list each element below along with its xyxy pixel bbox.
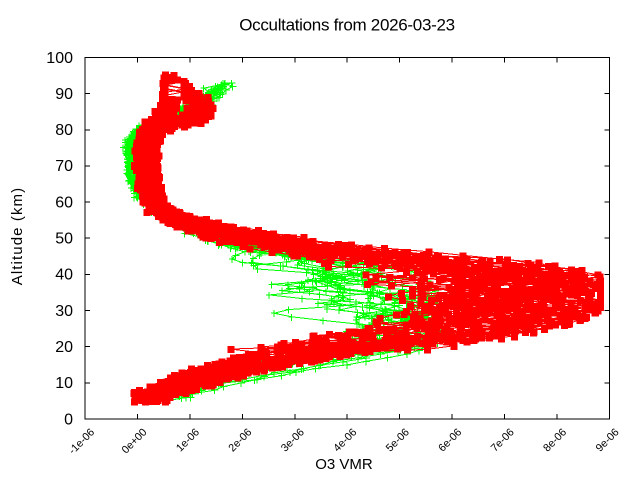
svg-text:10: 10 — [55, 375, 73, 392]
svg-text:40: 40 — [55, 267, 73, 284]
svg-text:100: 100 — [46, 50, 73, 67]
svg-text:20: 20 — [55, 339, 73, 356]
svg-text:70: 70 — [55, 158, 73, 175]
svg-text:50: 50 — [55, 231, 73, 248]
svg-text:O3 VMR: O3 VMR — [315, 456, 373, 473]
svg-text:60: 60 — [55, 194, 73, 211]
svg-text:Occultations from 2026-03-23: Occultations from 2026-03-23 — [239, 16, 455, 35]
svg-text:90: 90 — [55, 86, 73, 103]
svg-text:80: 80 — [55, 122, 73, 139]
svg-text:0: 0 — [64, 411, 73, 428]
svg-text:Altitude (km): Altitude (km) — [9, 187, 26, 286]
svg-text:30: 30 — [55, 303, 73, 320]
